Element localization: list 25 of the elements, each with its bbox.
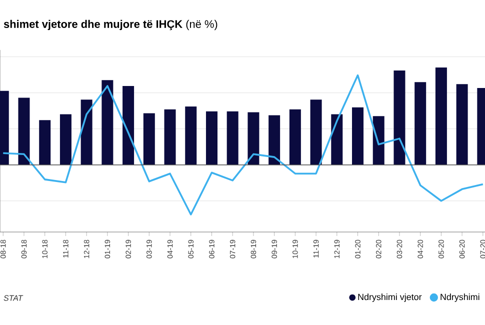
bar <box>185 106 197 165</box>
bar <box>268 115 280 165</box>
bar <box>352 107 364 165</box>
chart-title: shimet vjetore dhe mujore të IHÇK (në %) <box>4 20 218 30</box>
bar <box>18 98 30 165</box>
bar <box>102 80 114 165</box>
bar <box>39 120 51 165</box>
legend-label: Ndryshimi <box>440 294 480 302</box>
bar <box>226 111 238 165</box>
bar <box>80 100 92 165</box>
bar <box>164 109 176 165</box>
bar <box>414 82 426 165</box>
bar <box>456 84 468 165</box>
bar <box>310 100 322 165</box>
bar <box>331 114 343 165</box>
bar <box>289 109 301 165</box>
bar <box>248 112 260 165</box>
legend-label: Ndryshimi vjetor <box>358 294 422 302</box>
bar <box>394 70 406 165</box>
bar <box>435 68 447 165</box>
bar <box>206 111 218 165</box>
bar <box>372 116 384 165</box>
bar <box>60 114 72 165</box>
bar <box>122 86 134 165</box>
bar <box>143 113 155 165</box>
